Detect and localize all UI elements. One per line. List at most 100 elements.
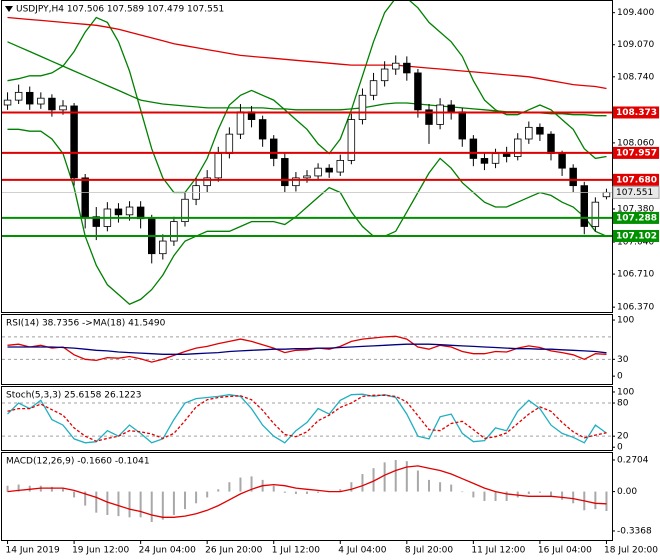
candle-body bbox=[70, 105, 78, 179]
candle-body bbox=[3, 99, 12, 106]
bar bbox=[350, 482, 353, 492]
candle-body bbox=[25, 91, 34, 105]
candle-body bbox=[170, 221, 178, 242]
y-tick-label: 108.740 bbox=[617, 72, 654, 82]
bar bbox=[538, 491, 541, 493]
candle-body bbox=[580, 185, 588, 227]
bar bbox=[339, 489, 342, 492]
candle-body bbox=[358, 94, 367, 120]
y-tick-label: 106.370 bbox=[617, 303, 654, 313]
bar bbox=[150, 491, 153, 522]
candle-body bbox=[225, 133, 234, 154]
candle-body bbox=[347, 119, 356, 161]
bar bbox=[294, 491, 297, 494]
bar bbox=[106, 491, 109, 515]
bar bbox=[172, 491, 175, 515]
current-price-box bbox=[612, 185, 660, 199]
candle-body bbox=[391, 62, 400, 70]
y-tick-label: 109.400 bbox=[617, 8, 654, 18]
y-tick-label: 30 bbox=[617, 355, 629, 365]
level-label: 107.680 bbox=[616, 175, 657, 185]
bar bbox=[450, 484, 453, 492]
candle-body bbox=[558, 153, 566, 169]
bar bbox=[161, 491, 164, 520]
level-label: 107.288 bbox=[616, 213, 657, 223]
y-tick-label: 0.2704 bbox=[617, 455, 649, 465]
candle-body bbox=[203, 177, 211, 187]
series-line bbox=[7, 128, 607, 305]
series-line bbox=[7, 335, 607, 363]
y-tick-label: 0 bbox=[617, 372, 623, 382]
candle-body bbox=[81, 177, 89, 218]
series-line bbox=[7, 465, 607, 518]
bar bbox=[84, 491, 87, 506]
pane-frame bbox=[1, 0, 613, 313]
x-tick-label: 24 Jun 04:00 bbox=[139, 546, 196, 556]
candle-body bbox=[269, 138, 278, 159]
bar bbox=[62, 488, 64, 492]
series-line bbox=[7, 16, 607, 90]
candle-body bbox=[469, 138, 478, 159]
level-label: 107.102 bbox=[616, 231, 657, 241]
current-price-label: 107.551 bbox=[616, 188, 653, 198]
x-tick-label: 16 Jul 04:00 bbox=[538, 546, 592, 556]
candle-body bbox=[14, 91, 23, 101]
bar bbox=[317, 491, 320, 493]
level-label: 107.957 bbox=[616, 148, 657, 158]
bar bbox=[184, 491, 186, 510]
y-tick-label: 100 bbox=[617, 316, 634, 326]
pane-title: USDJPY,H4 107.506 107.589 107.479 107.55… bbox=[16, 5, 224, 15]
candle-body bbox=[536, 126, 544, 135]
candle-body bbox=[380, 68, 389, 82]
bar bbox=[17, 484, 20, 492]
x-tick-label: 19 Jun 12:00 bbox=[72, 546, 129, 556]
y-tick-label: 100 bbox=[617, 387, 634, 397]
bar bbox=[594, 491, 597, 510]
y-tick-label: 20 bbox=[617, 432, 629, 442]
candle-body bbox=[458, 111, 467, 140]
bar bbox=[195, 491, 198, 504]
candle-body bbox=[314, 167, 322, 177]
candle-body bbox=[292, 177, 300, 187]
plot-area bbox=[3, 1, 611, 305]
candle-body bbox=[325, 167, 333, 173]
candle-body bbox=[92, 216, 101, 227]
candle-body bbox=[502, 153, 511, 157]
candle-body bbox=[447, 104, 455, 113]
bar bbox=[383, 462, 386, 492]
candle-body bbox=[125, 206, 134, 216]
candle-body bbox=[258, 119, 267, 140]
level-label: 108.373 bbox=[616, 108, 657, 118]
series-line bbox=[7, 393, 607, 444]
y-tick-label: 80 bbox=[617, 399, 629, 409]
bar bbox=[306, 491, 308, 494]
candle-body bbox=[569, 167, 577, 187]
bar bbox=[239, 477, 242, 492]
bar bbox=[50, 486, 53, 492]
candle-body bbox=[159, 240, 167, 255]
bar bbox=[361, 474, 364, 492]
pane-title: RSI(14) 38.7356 ->MA(18) 41.5490 bbox=[6, 319, 166, 329]
bar bbox=[572, 491, 575, 504]
bar bbox=[283, 491, 286, 493]
bar bbox=[494, 491, 497, 501]
level-label-box bbox=[613, 211, 659, 224]
candle-body bbox=[425, 109, 433, 125]
bar bbox=[372, 468, 375, 492]
plot-area bbox=[2, 393, 612, 444]
bar bbox=[428, 479, 430, 492]
x-tick-label: 14 Jun 2019 bbox=[6, 546, 60, 556]
bar bbox=[472, 491, 475, 498]
bar bbox=[461, 491, 464, 493]
x-tick-label: 26 Jun 20:00 bbox=[205, 546, 262, 556]
bar bbox=[206, 491, 209, 498]
bar bbox=[505, 491, 508, 501]
bar bbox=[228, 482, 231, 492]
bar bbox=[550, 491, 552, 497]
y-tick-label: 107.040 bbox=[617, 238, 654, 248]
bar bbox=[117, 491, 120, 517]
pane-frame bbox=[1, 386, 613, 451]
bar bbox=[439, 482, 442, 492]
